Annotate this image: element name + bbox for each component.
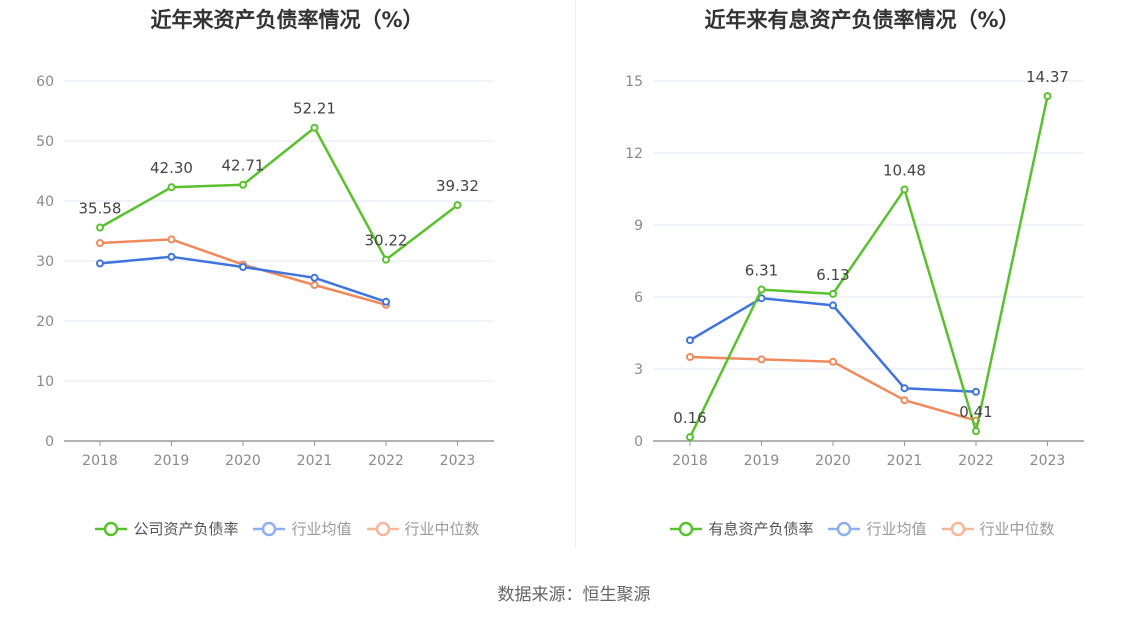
legend-label: 行业中位数: [404, 520, 480, 538]
y-tick-label: 50: [36, 134, 54, 150]
y-tick-label: 40: [36, 194, 54, 210]
x-tick-label: 2019: [154, 453, 190, 469]
y-tick-label: 60: [36, 74, 54, 90]
data-point-industry_median: [686, 353, 694, 361]
legend-item-company[interactable]: 公司资产负债率: [94, 518, 238, 539]
legend-item-industry-median[interactable]: 行业中位数: [941, 518, 1055, 539]
y-tick-label: 0: [634, 434, 643, 450]
chart-panel-interest-debt-ratio: 近年来有息资产负债率情况（%） 0 3 6 9 12 15 2018 2019 2020 2021…: [576, 0, 1148, 560]
legend-item-company[interactable]: 有息资产负债率: [669, 518, 813, 539]
data-label: 0.16: [673, 409, 706, 427]
data-point-company: [829, 289, 837, 298]
data-point-industry_median: [167, 235, 176, 244]
x-tick-label: 2022: [958, 453, 994, 469]
legend-line-marker-icon: [253, 521, 286, 536]
data-point-industry_median: [310, 281, 319, 289]
panel-divider: [575, 0, 576, 548]
legend-line-marker-icon: [366, 521, 399, 536]
legend-item-industry-avg[interactable]: 行业均值: [827, 518, 927, 539]
chart-legend: 公司资产负债率 行业均值 行业中位数: [0, 518, 574, 539]
data-point-industry_avg: [900, 384, 909, 393]
data-label: 52.21: [293, 100, 336, 118]
data-point-industry_median: [900, 396, 909, 405]
data-point-company: [686, 433, 694, 442]
data-point-company: [757, 285, 766, 294]
data-point-industry_avg: [829, 301, 837, 310]
data-label: 0.41: [959, 403, 992, 421]
x-tick-label: 2022: [368, 453, 404, 469]
legend-label: 行业均值: [866, 520, 927, 538]
data-label: 39.32: [436, 177, 479, 195]
chart-panel-debt-ratio: 近年来资产负债率情况（%） 0 10 20 30 40 50 60 2018 2019 2020 2…: [0, 0, 574, 560]
data-point-company: [900, 185, 909, 194]
data-point-industry_avg: [972, 387, 980, 396]
data-source-note: 数据来源：恒生聚源: [497, 585, 651, 605]
x-tick-label: 2021: [887, 453, 923, 469]
data-point-company: [453, 201, 462, 210]
data-point-company: [310, 123, 319, 132]
data-point-company: [167, 183, 176, 192]
y-tick-label: 20: [36, 314, 54, 330]
y-tick-label: 6: [634, 290, 643, 306]
data-point-company: [972, 427, 980, 436]
legend-label: 公司资产负债率: [133, 520, 239, 538]
data-point-company: [1043, 92, 1052, 101]
y-tick-label: 3: [634, 362, 643, 378]
x-tick-label: 2020: [815, 453, 851, 469]
y-tick-label: 15: [625, 74, 643, 90]
x-tick-label: 2019: [744, 453, 780, 469]
y-tick-label: 0: [45, 434, 54, 450]
legend-label: 行业中位数: [979, 520, 1055, 538]
series-line-company: [99, 126, 459, 261]
y-tick-label: 30: [36, 254, 54, 270]
x-tick-label: 2018: [82, 453, 118, 469]
x-tick-label: 2023: [1030, 453, 1066, 469]
data-point-industry_median: [829, 357, 837, 366]
chart-title: 近年来有息资产负债率情况（%）: [704, 8, 1020, 32]
data-point-industry_avg: [167, 252, 176, 261]
legend-item-industry-avg[interactable]: 行业均值: [252, 518, 352, 539]
legend-label: 行业均值: [291, 520, 352, 538]
data-label: 14.37: [1026, 68, 1069, 86]
data-label: 42.30: [150, 159, 193, 177]
legend-line-marker-icon: [95, 521, 128, 536]
chart-legend: 有息资产负债率 行业均值 行业中位数: [576, 518, 1148, 539]
x-tick-label: 2020: [225, 453, 261, 469]
data-point-industry_median: [757, 355, 766, 364]
legend-line-marker-icon: [828, 521, 861, 536]
data-label: 30.22: [365, 232, 408, 250]
chart-title: 近年来资产负债率情况（%）: [150, 8, 424, 32]
legend-label: 有息资产负债率: [708, 520, 814, 538]
series-line-company: [688, 95, 1049, 438]
data-label: 35.58: [79, 200, 122, 218]
x-tick-label: 2021: [297, 453, 333, 469]
legend-line-marker-icon: [941, 521, 974, 536]
data-point-industry_avg: [239, 263, 247, 271]
data-label: 10.48: [883, 161, 926, 179]
series-line-industry_median: [99, 238, 387, 307]
data-point-company: [382, 255, 390, 264]
y-tick-label: 10: [36, 374, 54, 390]
x-tick-label: 2018: [672, 453, 708, 469]
data-point-company: [96, 223, 104, 232]
data-point-industry_median: [96, 239, 104, 247]
data-point-industry_avg: [310, 273, 319, 282]
line-chart-interest-debt-ratio: 0 3 6 9 12 15 2018 2019 2020 2021 2022 2023 0.16 6.31…: [625, 68, 1084, 469]
data-label: 42.71: [222, 157, 265, 175]
line-chart-debt-ratio: 0 10 20 30 40 50 60 2018 2019 2020 2021 2022 2023 35.…: [36, 74, 494, 469]
legend-line-marker-icon: [670, 521, 703, 536]
y-tick-label: 9: [634, 218, 643, 234]
data-point-industry_avg: [686, 336, 694, 345]
data-label: 6.31: [745, 262, 778, 280]
x-tick-label: 2023: [440, 453, 476, 469]
data-point-industry_avg: [96, 259, 104, 268]
data-label: 6.13: [816, 266, 849, 284]
y-tick-label: 12: [625, 146, 643, 162]
series-line-industry_avg: [689, 296, 977, 394]
data-point-company: [239, 180, 247, 189]
legend-item-industry-median[interactable]: 行业中位数: [366, 518, 480, 539]
data-point-industry_avg: [382, 297, 390, 306]
